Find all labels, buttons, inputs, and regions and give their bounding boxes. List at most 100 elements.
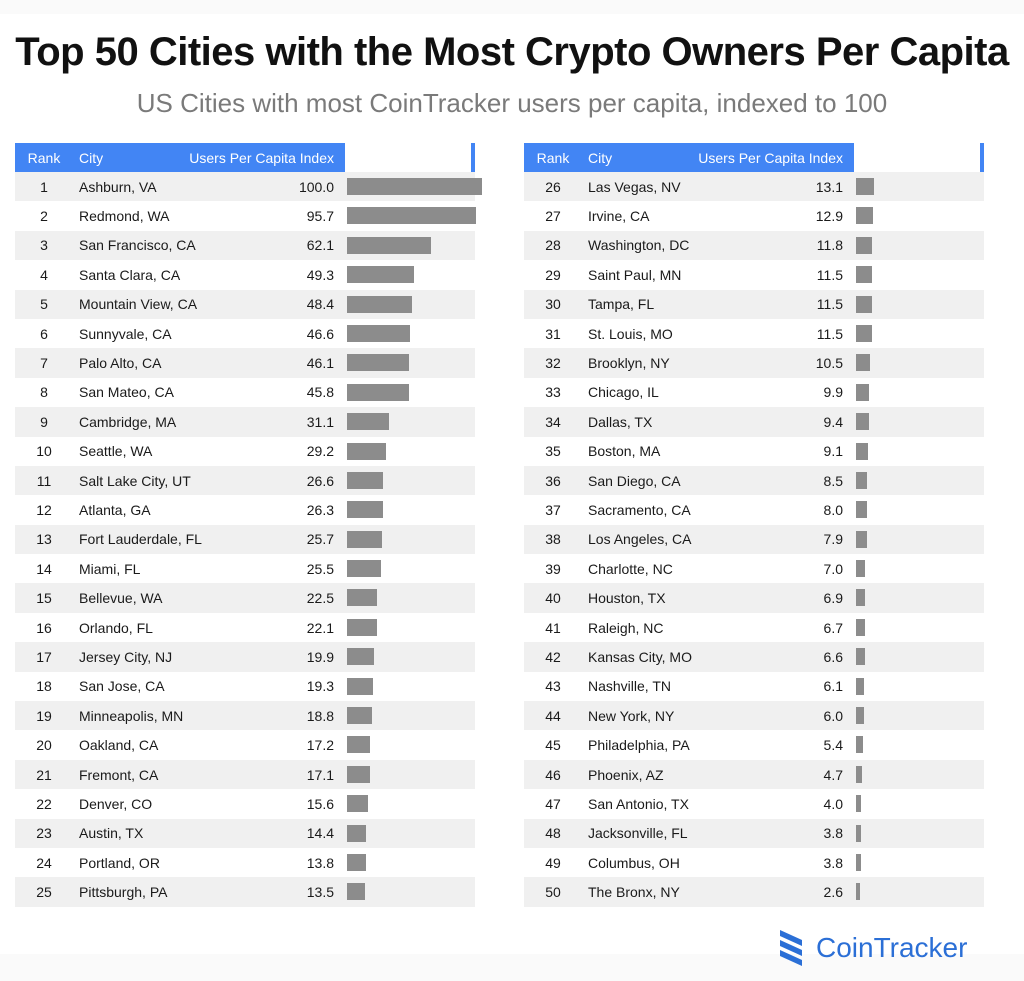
table-row: 12 Atlanta, GA 26.3 — [15, 495, 475, 524]
row-city: Seattle, WA — [79, 443, 153, 460]
row-rank: 44 — [545, 707, 561, 724]
row-city: Jacksonville, FL — [588, 825, 688, 842]
table-row: 21 Fremont, CA 17.1 — [15, 759, 475, 790]
row-bar — [856, 707, 865, 725]
row-bar — [347, 736, 371, 754]
table-row: 48 Jacksonville, FL 3.8 — [524, 818, 984, 848]
row-city: San Jose, CA — [79, 678, 165, 695]
row-rank: 29 — [545, 266, 561, 283]
row-bar — [347, 677, 374, 695]
table-row: 19 Minneapolis, MN 18.8 — [15, 701, 475, 731]
row-value: 11.5 — [816, 266, 843, 283]
row-city: San Mateo, CA — [79, 384, 174, 401]
row-bar — [856, 236, 872, 254]
row-rank: 3 — [40, 237, 48, 254]
row-bar — [856, 471, 868, 489]
row-rank: 35 — [545, 443, 561, 460]
table-body: 26 Las Vegas, NV 13.1 27 Irvine, CA 12.9 28 Was… — [524, 172, 984, 907]
row-city: Redmond, WA — [79, 208, 170, 225]
table-row: 14 Miami, FL 25.5 — [15, 554, 475, 583]
row-bar — [347, 383, 409, 401]
row-rank: 7 — [40, 355, 48, 372]
row-value: 11.8 — [816, 237, 843, 254]
row-value: 95.7 — [306, 208, 334, 225]
row-bar — [347, 648, 374, 666]
row-city: Raleigh, NC — [588, 619, 664, 636]
row-city: Salt Lake City, UT — [79, 472, 191, 489]
row-rank: 31 — [545, 325, 561, 342]
table-left: Rank City Users Per Capita Index 1 Ashbur… — [15, 143, 482, 907]
row-bar — [856, 266, 872, 284]
header-rank: Rank — [536, 149, 570, 166]
table-header: Rank City Users Per Capita Index — [524, 143, 984, 172]
row-city: Washington, DC — [588, 237, 690, 254]
table-row: 17 Jersey City, NJ 19.9 — [15, 642, 475, 672]
row-rank: 4 — [40, 266, 48, 283]
table-row: 6 Sunnyvale, CA 46.6 — [15, 319, 475, 348]
table-row: 10 Seattle, WA 29.2 — [15, 437, 475, 466]
row-value: 25.7 — [306, 531, 334, 548]
row-rank: 32 — [545, 355, 561, 372]
row-value: 62.1 — [306, 237, 334, 254]
row-city: Phoenix, AZ — [588, 766, 664, 783]
row-bar — [347, 471, 383, 489]
table-row: 16 Orlando, FL 22.1 — [15, 613, 475, 642]
row-bar — [856, 648, 865, 666]
row-value: 17.2 — [306, 737, 334, 754]
row-city: Los Angeles, CA — [588, 531, 692, 548]
table-row: 22 Denver, CO 15.6 — [15, 789, 475, 818]
row-value: 48.4 — [306, 296, 334, 313]
row-rank: 15 — [36, 590, 52, 607]
row-value: 11.5 — [816, 325, 843, 342]
row-city: Charlotte, NC — [588, 560, 673, 577]
row-bar — [347, 765, 371, 783]
row-rank: 17 — [36, 648, 52, 665]
row-city: Columbus, OH — [588, 854, 680, 871]
row-bar — [347, 501, 383, 519]
row-rank: 21 — [36, 766, 52, 783]
table-row: 50 The Bronx, NY 2.6 — [524, 877, 984, 907]
row-rank: 23 — [36, 825, 52, 842]
row-value: 31.1 — [306, 413, 334, 430]
row-city: Ashburn, VA — [79, 178, 157, 195]
row-bar — [347, 707, 373, 725]
row-city: Atlanta, GA — [79, 501, 151, 518]
table-row: 18 San Jose, CA 19.3 — [15, 672, 475, 701]
row-rank: 41 — [545, 619, 561, 636]
row-city: Houston, TX — [588, 590, 666, 607]
row-bar — [856, 383, 870, 401]
row-rank: 27 — [545, 208, 561, 225]
row-rank: 38 — [545, 531, 561, 548]
row-value: 46.6 — [306, 325, 334, 342]
table-row: 27 Irvine, CA 12.9 — [524, 201, 984, 230]
row-city: Bellevue, WA — [79, 590, 163, 607]
row-value: 9.4 — [823, 413, 843, 430]
row-value: 9.9 — [823, 384, 843, 401]
row-bar — [347, 442, 387, 460]
row-value: 19.3 — [306, 678, 334, 695]
row-rank: 8 — [40, 384, 48, 401]
row-rank: 39 — [545, 560, 561, 577]
row-rank: 16 — [36, 619, 52, 636]
row-rank: 18 — [36, 678, 52, 695]
row-value: 45.8 — [306, 384, 334, 401]
row-bar — [347, 589, 378, 607]
row-city: Fremont, CA — [79, 766, 159, 783]
row-city: Las Vegas, NV — [588, 178, 681, 195]
header-value: Users Per Capita Index — [189, 149, 334, 166]
row-city: Kansas City, MO — [588, 648, 692, 665]
row-rank: 36 — [545, 472, 561, 489]
row-value: 4.7 — [823, 766, 843, 783]
row-city: Nashville, TN — [588, 678, 671, 695]
table-row: 2 Redmond, WA 95.7 — [15, 201, 477, 230]
row-bar — [856, 765, 863, 783]
header-bar-spacer — [854, 143, 980, 172]
row-bar — [856, 589, 866, 607]
row-bar — [856, 324, 872, 342]
row-value: 9.1 — [823, 443, 843, 460]
table-row: 38 Los Angeles, CA 7.9 — [524, 524, 984, 555]
row-bar — [856, 677, 865, 695]
row-city: Denver, CO — [79, 795, 153, 812]
row-value: 13.5 — [306, 884, 334, 901]
row-city: Brooklyn, NY — [588, 355, 670, 372]
